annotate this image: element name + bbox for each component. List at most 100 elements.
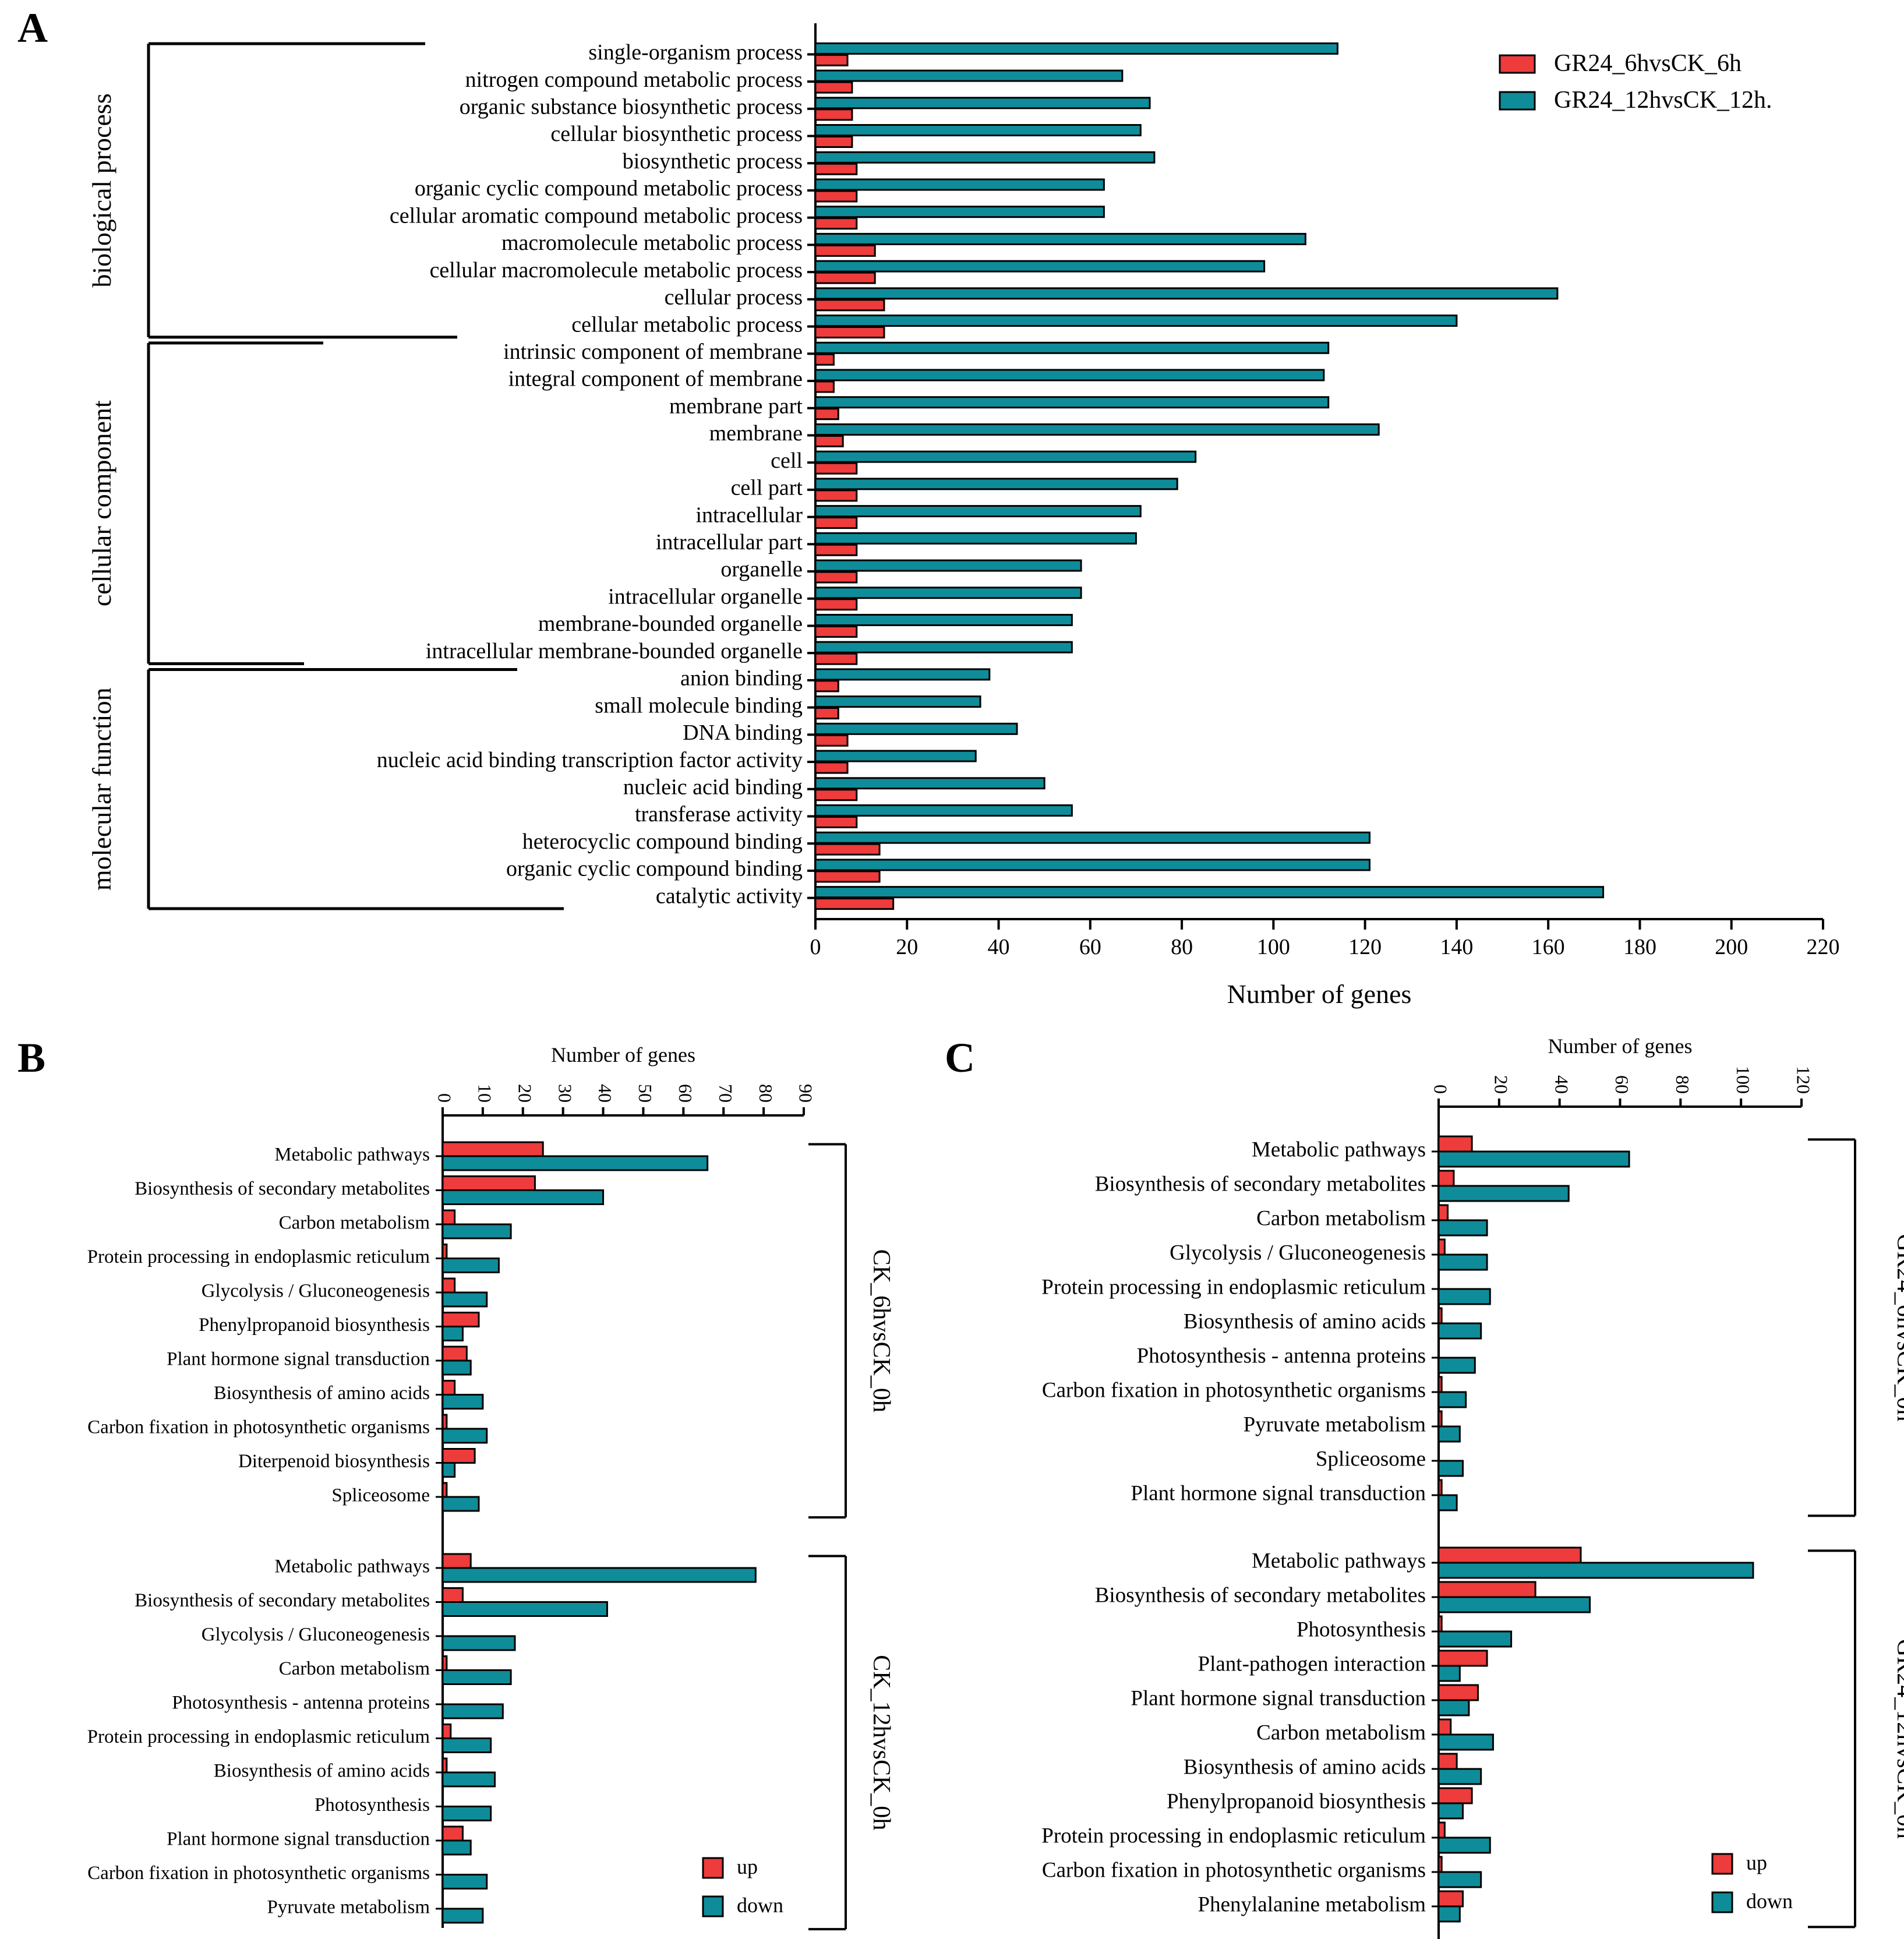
panel-b-legend-label-down: down [737, 1894, 783, 1917]
panel-b-category-label: Metabolic pathways [274, 1145, 430, 1165]
panel-a-bar-gr24-12h [814, 722, 1018, 735]
panel-a-bar-gr24-6h [814, 652, 858, 665]
panel-a-category-label: intracellular [695, 503, 803, 527]
panel-a-category-label: DNA binding [683, 720, 803, 745]
panel-a-category-label: cell [771, 448, 803, 473]
panel-a-bar-gr24-12h [814, 232, 1306, 245]
panel-a-x-tick-label: 120 [1348, 935, 1382, 959]
panel-b-legend-swatch-up [702, 1857, 724, 1879]
panel-a-category-label: integral component of membrane [508, 367, 803, 391]
panel-c-bar-up [1437, 1890, 1464, 1908]
panel-b-bar-down [441, 1839, 472, 1856]
panel-b-category-label: Biosynthesis of secondary metabolites [135, 1178, 430, 1199]
panel-b-bar-down [441, 1771, 496, 1788]
panel-b-bar-up [441, 1244, 448, 1259]
panel-a-category-label: membrane part [669, 394, 803, 418]
panel-a-bar-gr24-12h [814, 831, 1370, 844]
panel-a-bar-gr24-6h [814, 353, 835, 366]
panel-c-bar-up [1437, 1684, 1479, 1701]
panel-a-bar-gr24-6h [814, 898, 895, 910]
panel-a-legend-swatch-red [1499, 54, 1536, 74]
panel-a-category-label: catalytic activity [656, 884, 803, 908]
panel-b-category-label: Glycolysis / Gluconeogenesis [202, 1281, 430, 1302]
panel-a-bar-gr24-6h [814, 598, 858, 611]
panel-a-x-tick-label: 100 [1257, 935, 1290, 959]
panel-b-bar-up [441, 1723, 452, 1739]
panel-b-bar-down [441, 1908, 484, 1924]
panel-b-category-label: Phenylpropanoid biosynthesis [199, 1315, 430, 1336]
panel-a-x-tick-label: 220 [1807, 935, 1840, 959]
panel-b-bar-down [441, 1326, 464, 1341]
panel-b-bar-up [441, 1414, 448, 1430]
panel-c-bar-down [1437, 1425, 1461, 1443]
panel-a-bar-gr24-6h [814, 299, 885, 312]
panel-a-bar-gr24-12h [814, 396, 1330, 409]
panel-b-x-tick-label: 70 [715, 1084, 736, 1103]
panel-b-bar-up [441, 1482, 448, 1498]
panel-a-category-label: anion binding [680, 666, 803, 691]
panel-b-category-label: Glycolysis / Gluconeogenesis [202, 1624, 430, 1645]
panel-c-bar-down [1437, 1596, 1591, 1613]
panel-a-category-label: single-organism process [588, 40, 803, 65]
panel-a-category-label: biosynthetic process [623, 149, 803, 174]
panel-a-category-label: organelle [720, 557, 803, 582]
panel-a-x-tick-label: 200 [1715, 935, 1748, 959]
panel-a-group-label: cellular component [87, 400, 116, 606]
panel-a-x-tick-label: 80 [1171, 935, 1193, 959]
panel-a-bar-gr24-12h [814, 423, 1380, 436]
panel-c-bar-up [1437, 1479, 1443, 1496]
panel-a-bar-gr24-12h [814, 587, 1082, 599]
panel-a-bar-gr24-12h [814, 804, 1073, 817]
panel-a-bar-gr24-12h [814, 42, 1338, 55]
panel-c-group-label: GR24_12hvsCK_0h [1892, 1639, 1904, 1839]
panel-b-bar-down [441, 1669, 512, 1685]
panel-a-category-label: small molecule binding [595, 693, 803, 718]
panel-b-group-label: CK_6hvsCK_0h [868, 1249, 895, 1412]
panel-b-bar-down [441, 1703, 504, 1719]
panel-c-bar-up [1437, 1135, 1473, 1153]
panel-b-x-tick-label: 90 [796, 1084, 817, 1103]
panel-c-category-label: Pyruvate metabolism [1244, 1412, 1426, 1436]
panel-b-bar-down [441, 1359, 472, 1376]
panel-b-bar-down [441, 1155, 709, 1171]
panel-c-bar-down [1437, 1288, 1491, 1305]
panel-c-bar-up [1437, 1581, 1536, 1598]
panel-a-bar-gr24-12h [814, 69, 1124, 82]
panel-c-category-label: Biosynthesis of secondary metabolites [1095, 1583, 1426, 1607]
panel-c-x-axis-title: Number of genes [1548, 1034, 1693, 1058]
panel-c-category-label: Biosynthesis of secondary metabolites [1095, 1172, 1426, 1196]
panel-c-x-tick-label: 0 [1430, 1085, 1451, 1094]
panel-a-x-tick-label: 0 [810, 935, 821, 959]
panel-a-bar-gr24-6h [814, 815, 858, 828]
panel-b-x-tick-label: 80 [755, 1084, 776, 1103]
panel-c-bar-up [1437, 1821, 1446, 1839]
panel-a-bar-gr24-6h [814, 54, 849, 66]
panel-a-category-label: cellular aromatic compound metabolic pro… [390, 203, 803, 228]
panel-c-bar-down [1437, 1562, 1754, 1579]
panel-a-bar-gr24-12h [814, 287, 1559, 300]
panel-c-bar-down [1437, 1768, 1482, 1785]
panel-c-bar-up [1437, 1650, 1488, 1667]
panel-a-bar-gr24-12h [814, 341, 1330, 354]
panel-a-legend-swatch-teal [1499, 91, 1536, 111]
panel-c-bar-down [1437, 1836, 1491, 1854]
panel-label-a: A [17, 5, 48, 51]
panel-c-x-tick-label: 60 [1612, 1075, 1633, 1094]
panel-a-x-tick-label: 140 [1440, 935, 1473, 959]
panel-a-bar-gr24-6h [814, 625, 858, 638]
panel-b-category-label: Diterpenoid biosynthesis [238, 1451, 430, 1472]
panel-c-x-tick-label: 80 [1672, 1075, 1693, 1094]
panel-c-bar-down [1437, 1905, 1461, 1923]
panel-b-x-tick-label: 20 [514, 1084, 535, 1103]
panel-b-bar-up [441, 1757, 448, 1774]
panel-b-bar-up [441, 1141, 544, 1157]
panel-a-group-label: biological process [87, 93, 116, 287]
panel-a-bar-gr24-12h [814, 478, 1178, 490]
panel-a-bar-gr24-12h [814, 151, 1156, 164]
panel-a-bar-gr24-6h [814, 81, 853, 94]
panel-c-category-label: Carbon fixation in photosynthetic organi… [1042, 1858, 1426, 1882]
panel-b-x-tick-label: 0 [435, 1093, 455, 1103]
panel-a-bar-gr24-6h [814, 870, 881, 883]
panel-a-category-label: organic substance biosynthetic process [460, 95, 803, 119]
